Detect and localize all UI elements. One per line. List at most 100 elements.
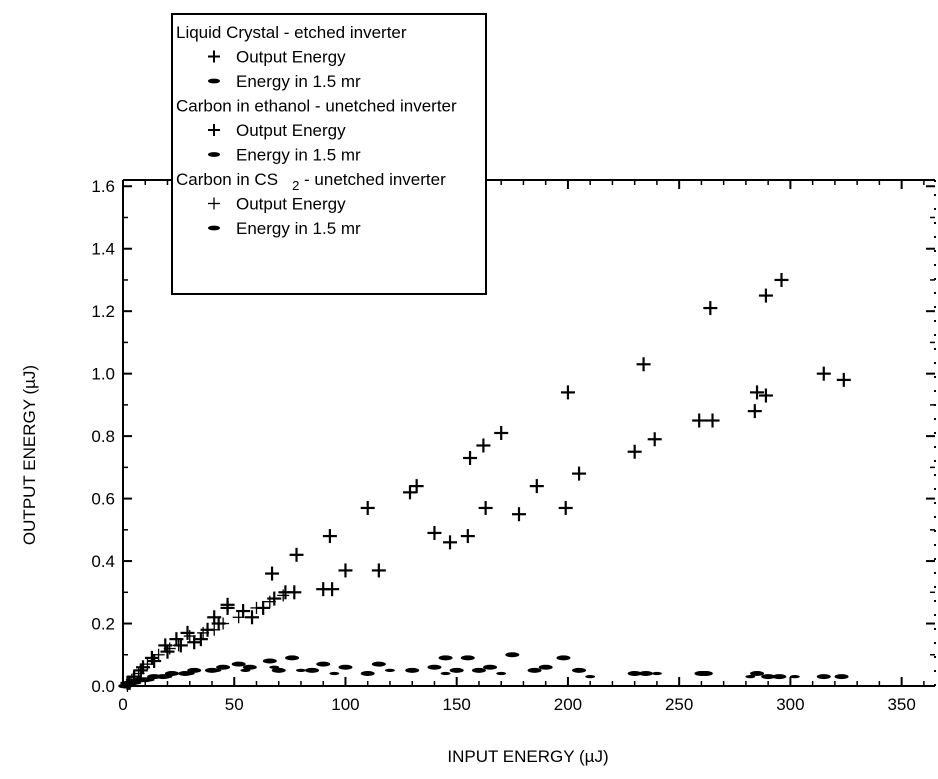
x-tick-label: 250 (665, 695, 693, 714)
data-point (560, 385, 575, 400)
data-point (164, 671, 179, 677)
x-tick-label: 300 (776, 695, 804, 714)
data-point (636, 357, 651, 372)
data-point (816, 674, 831, 680)
data-point (184, 671, 195, 676)
data-point (360, 671, 375, 677)
legend-text-part: Carbon in CS (176, 170, 278, 189)
data-point (478, 500, 493, 515)
data-point (144, 678, 155, 682)
data-point (774, 272, 789, 287)
legend-subscript: 2 (292, 178, 299, 193)
legend-entry-label: Output Energy (236, 48, 346, 67)
data-point (197, 626, 210, 639)
data-point (325, 582, 340, 597)
data-point (147, 654, 162, 669)
data-point (384, 668, 395, 672)
data-point (232, 611, 245, 624)
y-tick-label: 1.2 (91, 302, 115, 321)
legend-entry-label: Energy in 1.5 mr (236, 219, 361, 238)
data-point (789, 675, 800, 679)
data-point (438, 655, 453, 661)
data-point (211, 668, 222, 672)
data-point (122, 680, 137, 686)
series-1 (120, 366, 851, 690)
data-point (208, 623, 221, 636)
data-point (285, 655, 300, 661)
x-tick-label: 50 (225, 695, 244, 714)
data-point (405, 667, 420, 673)
legend-text-part: - unetched inverter (299, 170, 446, 189)
data-point (647, 432, 662, 447)
data-point (162, 675, 173, 679)
x-tick-label: 200 (554, 695, 582, 714)
axes: 0 50 100 150 200 250 300 350 0.0 0.2 0.4 0.6 0.8 1.0 1… (91, 177, 936, 714)
data-point (747, 404, 762, 419)
data-point (236, 604, 251, 619)
y-tick-label: 0.0 (91, 677, 115, 696)
data-point (240, 668, 251, 672)
data-point (402, 485, 417, 500)
data-point (761, 674, 776, 680)
data-point (529, 479, 544, 494)
data-point (460, 529, 475, 544)
data-point (585, 675, 596, 679)
data-point (371, 661, 386, 667)
data-point (160, 644, 175, 659)
data-point (505, 652, 520, 658)
data-point (772, 674, 787, 680)
data-point (758, 388, 773, 403)
data-point (144, 650, 159, 665)
data-point (180, 625, 195, 640)
data-point (449, 667, 464, 673)
legend-group-title: Carbon in CS 2 - unetched inverter (176, 170, 446, 193)
data-point (193, 632, 208, 647)
data-point (496, 671, 507, 676)
data-point (698, 671, 713, 677)
data-point (277, 589, 290, 602)
data-point (271, 667, 286, 673)
data-point (471, 667, 486, 673)
data-point (217, 617, 230, 630)
data-point (816, 366, 831, 381)
legend-dash-marker (208, 152, 220, 157)
data-point (183, 630, 196, 643)
x-tick-label: 350 (887, 695, 915, 714)
x-tick-label: 0 (118, 695, 127, 714)
y-tick-label: 1.4 (91, 240, 115, 259)
data-point (409, 479, 424, 494)
y-tick-label: 0.2 (91, 615, 115, 634)
data-point (638, 671, 653, 677)
data-point (133, 663, 148, 678)
data-point (360, 500, 375, 515)
data-point (250, 601, 263, 614)
data-point (572, 667, 587, 673)
data-point (263, 595, 276, 608)
data-point (163, 642, 176, 655)
legend-entry-label: Energy in 1.5 mr (236, 146, 361, 165)
series-5 (122, 652, 831, 686)
legend-box (171, 13, 487, 295)
y-axis-title: OUTPUT ENERGY (µJ) (20, 365, 39, 545)
data-point (371, 563, 386, 578)
data-point (329, 671, 340, 676)
data-point (265, 566, 280, 581)
data-point (141, 658, 154, 671)
y-tick-label: 0.4 (91, 552, 115, 571)
data-point (440, 671, 451, 676)
data-point (627, 671, 642, 677)
data-point (152, 648, 165, 661)
data-point (463, 450, 478, 465)
y-tick-label: 0.6 (91, 490, 115, 509)
data-point (316, 661, 331, 667)
legend-group-title: Carbon in ethanol - unetched inverter (176, 97, 457, 116)
data-point (242, 664, 257, 670)
data-point (476, 438, 491, 453)
data-point (836, 372, 851, 387)
data-point (511, 507, 526, 522)
data-point (758, 288, 773, 303)
series-3 (121, 589, 290, 692)
data-point (172, 639, 185, 652)
data-point (305, 667, 320, 673)
